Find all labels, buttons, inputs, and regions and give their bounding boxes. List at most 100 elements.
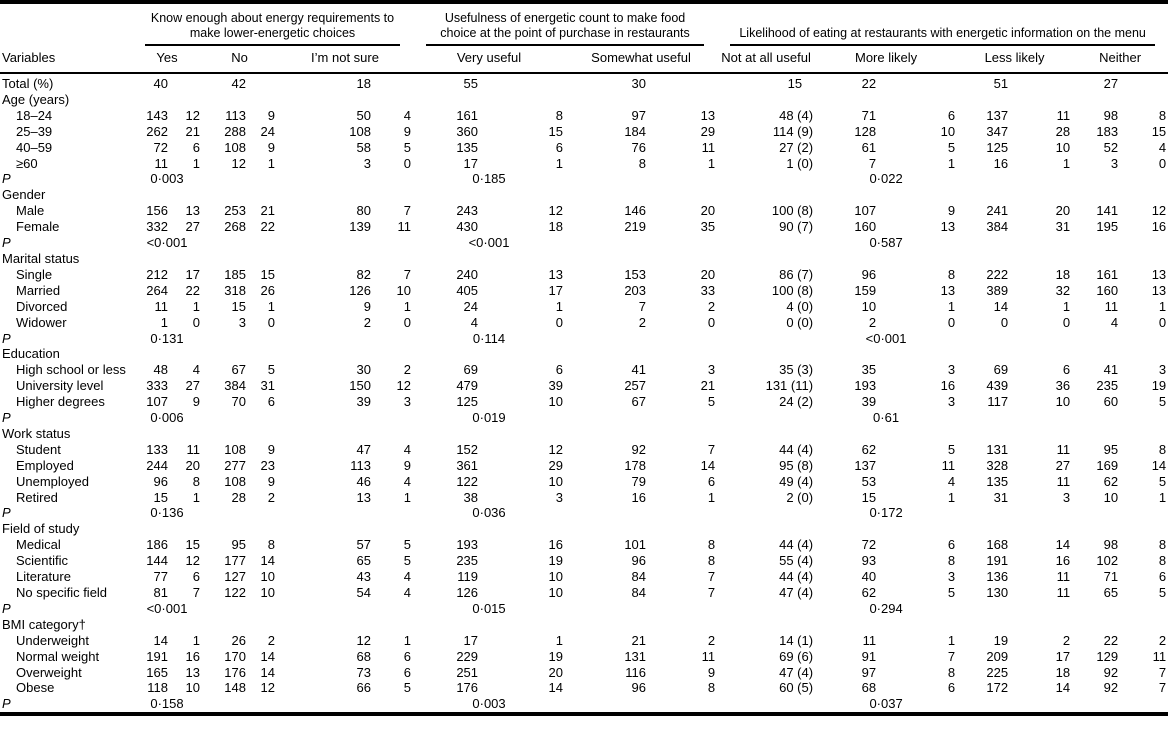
cell-value: 14 (153, 632, 168, 648)
cell-value: 19 (1151, 378, 1167, 394)
cell-value: 108 (349, 123, 371, 139)
p-value: 0·015 (472, 600, 506, 616)
cell-value: 1 (947, 489, 956, 505)
p-value: <0·001 (146, 600, 188, 616)
cell-value: 5 (947, 441, 956, 457)
cell-value: 17 (1055, 648, 1071, 664)
table-row: P 0·131 0·114 <0·001 (0, 331, 1168, 347)
cell-value: 3 (238, 314, 246, 330)
cell-value: 203 (624, 282, 647, 298)
row-label: Underweight (16, 632, 89, 648)
cell-value: 160 (854, 219, 877, 235)
table-row: Widower 1 0 3 0 2 0 4 0 2 0 0 (0) 2 0 0 0 4 0 (0, 315, 1168, 331)
cell-value: 21 (631, 632, 647, 648)
cell-value: 11 (1152, 648, 1167, 664)
group-header-likelihood-label: Likelihood of eating at restaurants with… (730, 26, 1156, 46)
p-value: 0·294 (869, 600, 903, 616)
cell-value: 11 (701, 139, 716, 155)
spacer-cell (957, 331, 1168, 347)
cell-value: 57 (356, 537, 371, 553)
cell-value: 39 (356, 394, 371, 410)
table-row: Field of study (0, 521, 1168, 537)
cell-value: 10 (260, 585, 275, 600)
row-label: 18–24 (16, 107, 53, 123)
cell-value: 7 (403, 203, 412, 219)
cell-value: 108 (224, 139, 246, 155)
column-header-no: No (202, 46, 277, 74)
cell-value: 137 (854, 457, 877, 473)
cell-value: 5 (947, 139, 956, 155)
cell-value: 96 (153, 473, 168, 489)
cell-value: 7 (192, 585, 200, 600)
p-row-label: P (2, 696, 11, 712)
cell-value: 96 (631, 553, 647, 569)
row-label: Obese (16, 680, 55, 696)
cell-value: 14 (548, 680, 564, 696)
cell-value: 11 (186, 441, 201, 457)
cell-value: 28 (1055, 123, 1071, 139)
cell-value: 17 (185, 266, 200, 282)
cell-value: 15 (548, 123, 564, 139)
p-value: <0·001 (865, 330, 907, 346)
cell-value: 5 (403, 680, 412, 696)
row-label: Literature (16, 569, 71, 585)
cell-value: 6 (267, 394, 275, 410)
cell-value: 113 (225, 107, 246, 123)
cell-value: 156 (146, 203, 168, 219)
cell-value: 152 (456, 441, 479, 457)
cell-value: 14 (700, 457, 716, 473)
spacer-cell (565, 601, 815, 617)
cell-value: 10 (260, 569, 275, 585)
cell-value: 18 (548, 219, 564, 235)
cell-value: 146 (624, 203, 647, 219)
cell-value: 70 (231, 394, 246, 410)
cell-value: 8 (1158, 553, 1167, 569)
cell-value: 384 (986, 219, 1009, 235)
cell-value: 161 (1096, 266, 1119, 282)
cell-value: 40 (861, 569, 877, 585)
cell-value: 13 (185, 664, 200, 680)
cell-value: 12 (548, 441, 564, 457)
cell-value: 33 (700, 282, 716, 298)
cell-value: 20 (548, 664, 564, 680)
cell-value: 332 (146, 219, 168, 235)
cell-value: 16 (993, 155, 1009, 171)
cell-value: 21 (700, 378, 716, 394)
cell-value: 1 (707, 155, 716, 171)
row-label: Married (16, 282, 61, 298)
cell-value: 479 (456, 378, 479, 394)
cell-value: 1 (947, 155, 956, 171)
cell-value: 30 (631, 76, 647, 91)
cell-value: 62 (861, 585, 877, 600)
cell-value: 96 (631, 680, 647, 696)
cell-value: 73 (356, 664, 371, 680)
cell-value: 92 (631, 441, 647, 457)
table-row: Literature 77 6 127 10 43 4 119 10 84 7 44 (4) 40 3 13… (0, 569, 1168, 585)
cell-value: 1 (267, 155, 275, 171)
table-row: 18–24 143 12 113 9 50 4 161 8 97 13 48 (4) 71 6 137 11 9… (0, 108, 1168, 124)
spacer-cell (565, 410, 815, 426)
cell-value: 2 (707, 632, 716, 648)
cell-value: 35 (3) (779, 362, 814, 378)
cell-value: 60 (1103, 394, 1119, 410)
cell-value: 439 (986, 378, 1009, 394)
p-row-label: P (2, 600, 11, 616)
table-row: Education (0, 346, 1168, 362)
cell-value: 11 (862, 632, 877, 648)
cell-value: 288 (224, 123, 246, 139)
p-value: 0·003 (150, 171, 184, 187)
cell-value: 10 (548, 473, 564, 489)
cell-value: 5 (267, 362, 275, 378)
table-row: Age (years) (0, 92, 1168, 108)
cell-value: 55 (463, 76, 479, 91)
cell-value: 20 (700, 266, 716, 282)
cell-value: 277 (224, 457, 246, 473)
cell-value: 76 (631, 139, 647, 155)
table-row: Gender (0, 187, 1168, 203)
cell-value: 11 (1056, 585, 1071, 600)
cell-value: 3 (947, 362, 956, 378)
table-row: Underweight 14 1 26 2 12 1 17 1 21 2 14 (1) 11 1 19 2 22… (0, 633, 1168, 649)
cell-value: 2 (267, 632, 275, 648)
cell-value: 9 (363, 298, 371, 314)
cell-value: 1 (1062, 298, 1071, 314)
